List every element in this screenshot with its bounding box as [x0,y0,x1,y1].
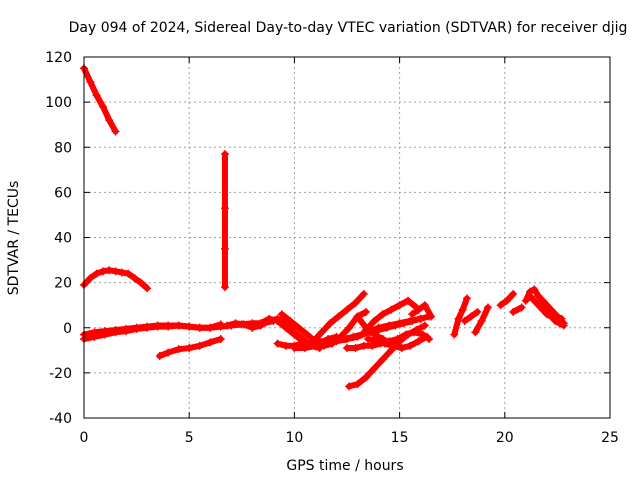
data-point [359,289,368,298]
series-25 [532,298,566,323]
data-point [483,303,492,312]
x-tick-label: 10 [285,430,303,446]
data-point [462,294,471,303]
tick-labels: 0 5 10 15 20 25 -40 -20 0 20 40 60 80 100 120 [45,50,619,446]
point-trail [137,279,151,292]
data-point [557,314,566,323]
y-tick-label: 20 [54,276,72,292]
series-19 [460,307,482,325]
x-tick-label: 0 [80,430,89,446]
data-point [143,284,152,293]
x-axis-title: GPS time / hours [286,458,403,474]
point-trail [503,290,517,304]
data-point [473,307,482,316]
series-2 [220,150,229,292]
y-tick-label: 120 [45,50,72,66]
grid [84,57,610,418]
x-tick-label: 15 [391,430,409,446]
point-trail [510,304,525,315]
series-22 [509,303,526,316]
series-18 [450,294,471,339]
point-trail [352,290,367,306]
data-point [111,127,120,136]
point-trail [478,304,491,324]
data-points [80,64,568,391]
y-tick-label: -40 [49,411,72,427]
series-17 [408,301,436,321]
series-1 [80,266,152,293]
data-point [416,314,425,323]
series-16 [364,332,431,353]
point-trail [405,297,420,311]
data-point [427,312,436,321]
y-tick-label: 100 [45,95,72,111]
point-trail [413,322,428,334]
y-tick-label: 80 [54,140,72,156]
data-point [361,307,370,316]
point-trail [459,295,470,313]
data-point [559,321,568,330]
axis-ticks [83,56,611,419]
y-tick-label: -20 [49,366,72,382]
data-point [422,332,431,341]
y-tick-label: 0 [63,321,72,337]
data-point [509,289,518,298]
series-5 [155,335,225,360]
x-tick-label: 5 [185,430,194,446]
data-point [216,320,225,329]
y-axis-title: SDTVAR / TECUs [6,181,22,296]
series-20 [471,303,492,337]
data-point [216,335,225,344]
data-point [420,321,429,330]
series-11 [290,314,425,353]
data-point [517,303,526,312]
x-tick-label: 25 [601,430,619,446]
data-point [220,283,229,292]
y-tick-label: 60 [54,185,72,201]
plot-frame [83,56,611,419]
point-trail [415,333,430,345]
point-trail [106,117,119,135]
chart-title: Day 094 of 2024, Sidereal Day-to-day VTE… [69,20,628,36]
series-15 [343,328,434,353]
series-21 [496,289,518,310]
series-0 [80,64,120,136]
point-trail [468,308,481,320]
y-tick-label: 40 [54,231,72,247]
point-trail [421,302,435,320]
x-tick-label: 20 [496,430,514,446]
